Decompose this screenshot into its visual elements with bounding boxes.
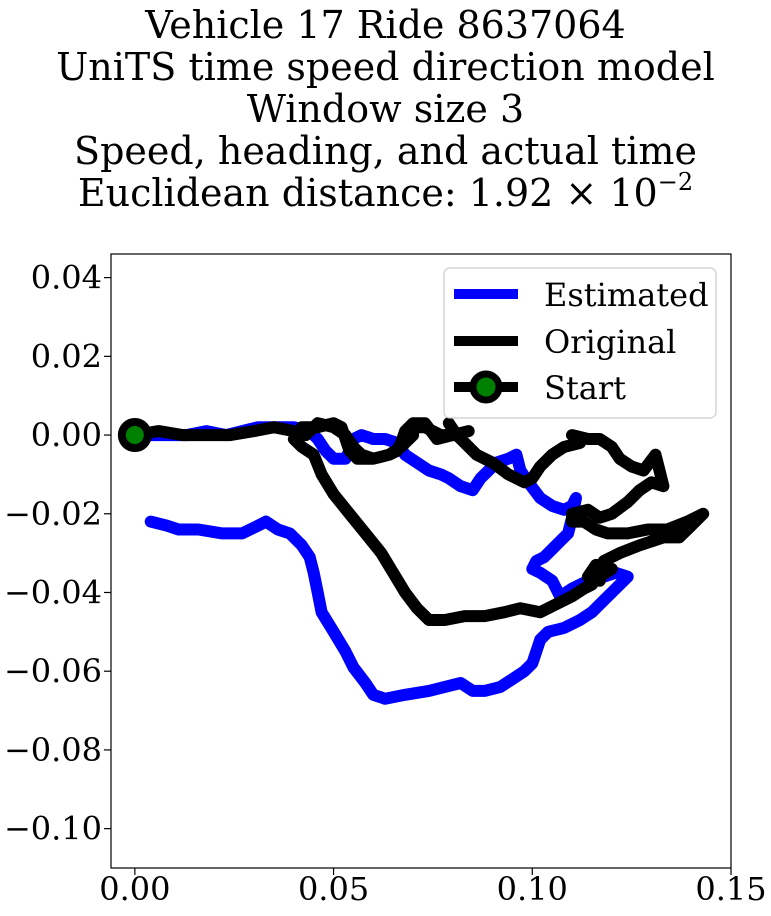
y-tick-label: −0.10 (4, 810, 102, 848)
x-tick-label: 0.10 (497, 870, 568, 908)
legend-start-marker (469, 370, 503, 404)
plot-frame (110, 253, 732, 869)
legend-start-label: Start (544, 369, 626, 407)
title-line-3: Window size 3 (246, 87, 525, 131)
legend: Estimated Original Start (443, 267, 717, 419)
x-tick-label: 0.00 (99, 870, 170, 908)
legend-original-label: Original (544, 323, 676, 361)
title-line-2: UniTS time speed direction model (56, 45, 715, 89)
y-axis: 0.04 0.02 0.00 −0.02 −0.04 −0.06 −0.08 −0.10 (4, 259, 111, 848)
title-line-5: Euclidean distance: 1.92 × 10−2 (0, 170, 771, 215)
y-tick-label: −0.04 (4, 573, 102, 611)
y-tick-label: 0.04 (31, 259, 102, 297)
distance-label: Euclidean distance: 1.92 × 10 (77, 171, 658, 215)
trajectories (128, 417, 710, 705)
title-line-1: Vehicle 17 Ride 8637064 (145, 3, 626, 47)
x-axis: 0.00 0.05 0.10 0.15 (99, 868, 767, 908)
y-tick-label: 0.02 (31, 337, 102, 375)
title-line-4: Speed, heading, and actual time (74, 129, 697, 173)
y-tick-label: −0.08 (4, 731, 102, 769)
x-tick-label: 0.05 (298, 870, 369, 908)
start-marker (117, 418, 152, 453)
x-tick-label: 0.15 (695, 870, 766, 908)
y-tick-label: −0.02 (4, 495, 102, 533)
legend-box (443, 267, 717, 419)
legend-estimated-label: Estimated (544, 276, 709, 314)
distance-exponent: −2 (657, 168, 694, 196)
start-marker-group (117, 418, 152, 453)
y-tick-label: −0.06 (4, 652, 102, 690)
y-tick-label: 0.00 (31, 416, 102, 454)
chart-title: Vehicle 17 Ride 8637064 UniTS time speed… (0, 4, 771, 214)
series-original-line (128, 417, 710, 626)
